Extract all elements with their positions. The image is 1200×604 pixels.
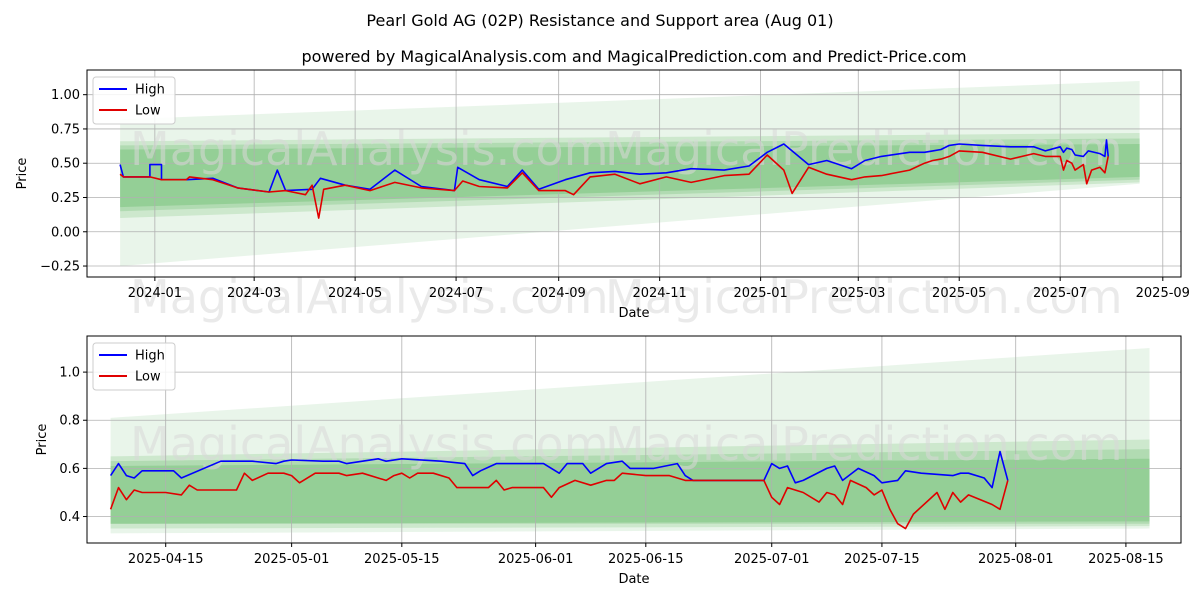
- top-panel: MagicalAnalysis.comMagicalPrediction.com…: [15, 69, 1190, 324]
- legend: High Low: [92, 76, 176, 125]
- x-tick-label: 2025-07-01: [734, 552, 810, 567]
- x-tick-label: 2025-09: [1136, 286, 1190, 301]
- x-tick-label: 2025-07: [1033, 286, 1087, 301]
- y-tick-label: 0.4: [59, 510, 80, 525]
- watermark-text: MagicalPrediction.com: [605, 122, 1123, 176]
- x-tick-label: 2025-08-01: [978, 552, 1054, 567]
- legend-label-low: Low: [135, 104, 161, 119]
- support-resistance-band: [120, 133, 1140, 219]
- plot-frame: [86, 335, 1182, 544]
- series-line-high: [109, 450, 1009, 489]
- watermark-text: MagicalPrediction.com: [605, 270, 1123, 324]
- x-tick-label: 2025-06-01: [498, 552, 574, 567]
- x-tick-label: 2024-05: [328, 286, 382, 301]
- bottom-panel: MagicalAnalysis.comMagicalPrediction.com…: [35, 335, 1182, 587]
- y-tick-label: 0.00: [51, 225, 80, 240]
- x-tick-label: 2024-11: [632, 286, 686, 301]
- watermark-text: MagicalPrediction.com: [605, 417, 1123, 471]
- y-tick-label: 0.25: [51, 191, 80, 206]
- legend-label-high: High: [135, 349, 165, 364]
- x-tick-label: 2025-08-15: [1088, 552, 1164, 567]
- y-axis-label: Price: [35, 424, 50, 456]
- x-tick-label: 2025-05-15: [364, 552, 440, 567]
- chart-title: Pearl Gold AG (02P) Resistance and Suppo…: [366, 11, 833, 30]
- support-resistance-band: [120, 144, 1140, 208]
- chart-subtitle: powered by MagicalAnalysis.com and Magic…: [301, 47, 966, 66]
- watermark-text: MagicalAnalysis.com: [130, 270, 609, 324]
- x-tick-label: 2025-05-01: [254, 552, 330, 567]
- series-group: [109, 450, 1009, 530]
- watermark-group: MagicalAnalysis.comMagicalPrediction.com…: [130, 122, 1123, 324]
- series-group: [119, 139, 1109, 219]
- x-tick-label: 2025-04-15: [128, 552, 204, 567]
- plot-frame: [86, 69, 1182, 278]
- legend-label-low: Low: [135, 370, 161, 385]
- series-line-low: [109, 472, 1009, 530]
- x-tick-label: 2024-01: [128, 286, 182, 301]
- y-tick-label: 0.8: [59, 414, 80, 429]
- y-tick-label: 0.75: [51, 122, 80, 137]
- band-group: [110, 348, 1150, 534]
- y-tick-label: 1.0: [59, 366, 80, 381]
- x-tick-label: 2025-01: [733, 286, 787, 301]
- y-tick-label: 0.6: [59, 462, 80, 477]
- y-tick-label: 0.50: [51, 157, 80, 172]
- y-tick-label: −0.25: [40, 260, 80, 275]
- x-tick-label: 2025-03: [831, 286, 885, 301]
- x-tick-label: 2025-07-15: [844, 552, 920, 567]
- support-resistance-band: [110, 439, 1150, 529]
- legend-label-high: High: [135, 83, 165, 98]
- x-tick-label: 2024-07: [429, 286, 483, 301]
- grid: [87, 336, 1181, 543]
- x-tick-label: 2024-09: [532, 286, 586, 301]
- watermark-text: MagicalAnalysis.com: [130, 417, 609, 471]
- y-tick-label: 1.00: [51, 88, 80, 103]
- legend: High Low: [92, 342, 176, 391]
- support-resistance-band: [110, 348, 1150, 534]
- x-axis-label: Date: [618, 306, 649, 321]
- x-tick-label: 2025-06-15: [608, 552, 684, 567]
- x-tick-label: 2025-05: [932, 286, 986, 301]
- x-axis-label: Date: [618, 572, 649, 587]
- watermark-text: MagicalAnalysis.com: [130, 122, 609, 176]
- x-tick-label: 2024-03: [227, 286, 281, 301]
- series-line-high: [119, 139, 1109, 193]
- series-line-low: [119, 150, 1109, 219]
- support-resistance-band: [110, 449, 1150, 524]
- y-axis-label: Price: [15, 158, 30, 190]
